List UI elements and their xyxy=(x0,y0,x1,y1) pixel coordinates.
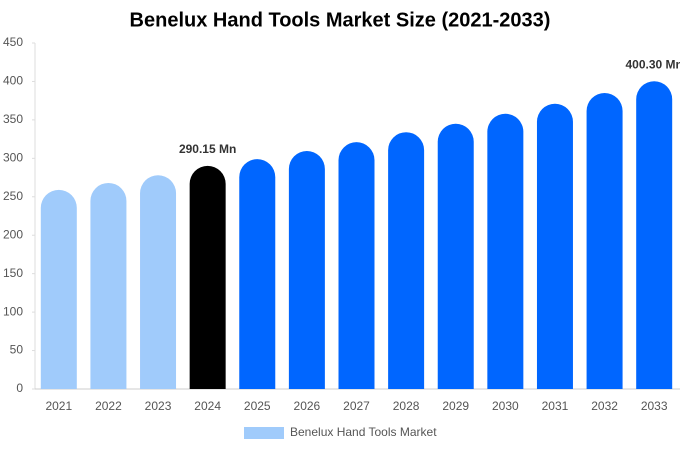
y-tick-label: 200 xyxy=(3,227,23,241)
x-tick-label: 2032 xyxy=(591,399,618,413)
y-tick-label: 350 xyxy=(3,112,23,126)
y-tick-label: 250 xyxy=(3,189,23,203)
value-label: 290.15 Mn xyxy=(179,142,236,156)
y-tick-label: 400 xyxy=(3,74,23,88)
y-tick-label: 150 xyxy=(3,266,23,280)
bar xyxy=(40,189,77,389)
x-tick-label: 2021 xyxy=(45,399,72,413)
x-tick-label: 2025 xyxy=(244,399,271,413)
y-tick-label: 100 xyxy=(3,304,23,318)
bar xyxy=(140,175,177,389)
bar xyxy=(338,142,375,389)
bar xyxy=(288,151,325,389)
x-tick-label: 2022 xyxy=(95,399,122,413)
legend-label: Benelux Hand Tools Market xyxy=(290,425,437,439)
y-tick-label: 450 xyxy=(3,35,23,49)
bar xyxy=(586,92,623,389)
bar xyxy=(437,123,474,389)
chart-title: Benelux Hand Tools Market Size (2021-203… xyxy=(130,9,551,31)
value-label: 400.30 Mn xyxy=(626,57,680,71)
bar xyxy=(189,165,226,389)
bar xyxy=(90,182,127,389)
bar xyxy=(239,159,276,389)
x-tick-label: 2023 xyxy=(145,399,172,413)
bar xyxy=(487,113,524,389)
bar xyxy=(388,132,425,390)
bar xyxy=(536,103,573,390)
y-tick-label: 0 xyxy=(16,381,23,395)
x-tick-label: 2027 xyxy=(343,399,370,413)
x-tick-label: 2024 xyxy=(194,399,221,413)
x-tick-label: 2030 xyxy=(492,399,519,413)
bar xyxy=(636,81,673,389)
x-tick-label: 2028 xyxy=(393,399,420,413)
y-tick-label: 300 xyxy=(3,151,23,165)
y-tick-label: 50 xyxy=(10,343,24,357)
x-tick-label: 2026 xyxy=(294,399,321,413)
x-tick-label: 2031 xyxy=(542,399,569,413)
legend-swatch xyxy=(244,427,284,439)
x-tick-label: 2029 xyxy=(442,399,469,413)
x-tick-label: 2033 xyxy=(641,399,668,413)
